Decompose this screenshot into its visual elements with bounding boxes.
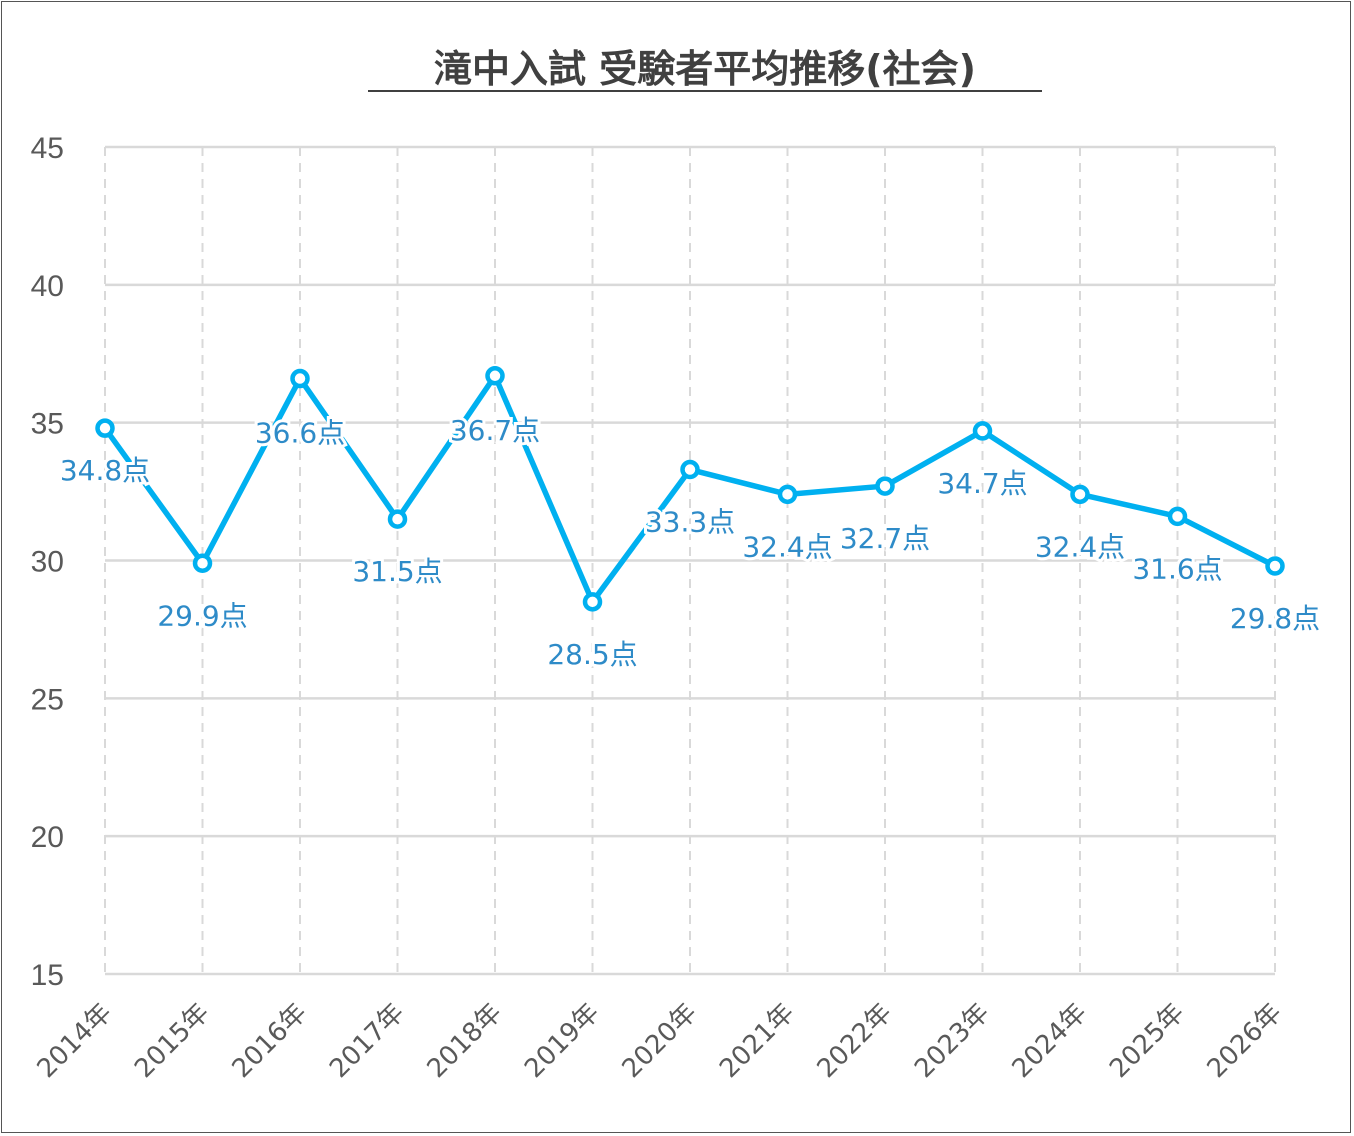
y-tick-label: 25 [31,683,64,716]
series-marker [582,592,603,612]
vertical-gridlines [104,147,1276,974]
data-label: 34.8点 [60,454,150,487]
series-marker [680,459,700,480]
series-marker [972,421,993,441]
y-tick-label: 35 [31,408,64,441]
data-label: 32.7点 [840,522,930,555]
data-label: 28.5点 [547,638,637,671]
x-tick-label: 2016年 [227,998,313,1084]
x-tick-label: 2017年 [324,998,410,1084]
x-tick-label: 2021年 [714,998,800,1084]
x-axis-tick-labels: 2014年 2015年 2016年 2017年 2018年 2019年 2020年 2021年… [32,998,1288,1084]
y-tick-label: 30 [31,546,64,579]
data-label: 31.6点 [1132,552,1222,585]
x-tick-label: 2020年 [617,998,703,1084]
y-tick-label: 15 [31,959,64,992]
y-axis-tick-labels: 15 20 25 30 35 40 45 [31,132,64,992]
series-marker [95,418,115,438]
x-tick-label: 2022年 [812,998,898,1084]
y-tick-label: 20 [31,821,64,854]
x-tick-label: 2023年 [909,998,995,1084]
data-label: 31.5点 [352,555,442,588]
series-marker [1167,506,1188,527]
x-tick-label: 2019年 [519,998,605,1084]
series-marker [875,476,895,496]
data-label: 33.3点 [645,506,735,539]
series-marker [290,368,310,389]
data-label: 32.4点 [1035,530,1125,563]
data-label: 36.7点 [450,414,540,447]
data-labels: 34.8点29.9点36.6点31.5点36.7点28.5点33.3点32.4点… [57,411,1323,674]
data-label: 34.7点 [937,467,1027,500]
x-tick-label: 2018年 [422,998,508,1084]
series-marker [1070,484,1090,505]
y-tick-label: 45 [31,132,64,165]
x-tick-label: 2025年 [1104,998,1190,1084]
series-marker [192,553,213,574]
series-marker [1265,556,1285,576]
data-label: 29.9点 [157,599,247,632]
data-label: 36.6点 [255,417,345,450]
x-tick-label: 2015年 [129,998,215,1084]
series-markers [95,366,1285,612]
series-marker [485,366,505,386]
series-marker [387,509,408,529]
x-tick-label: 2014年 [32,998,118,1084]
x-tick-label: 2024年 [1007,998,1093,1084]
x-tick-label: 2026年 [1202,998,1288,1084]
data-label: 32.4点 [742,530,832,563]
chart-title: 滝中入試 受験者平均推移(社会) [434,47,976,91]
data-label: 29.8点 [1230,602,1320,635]
y-tick-label: 40 [31,270,64,303]
series-marker [777,484,798,505]
